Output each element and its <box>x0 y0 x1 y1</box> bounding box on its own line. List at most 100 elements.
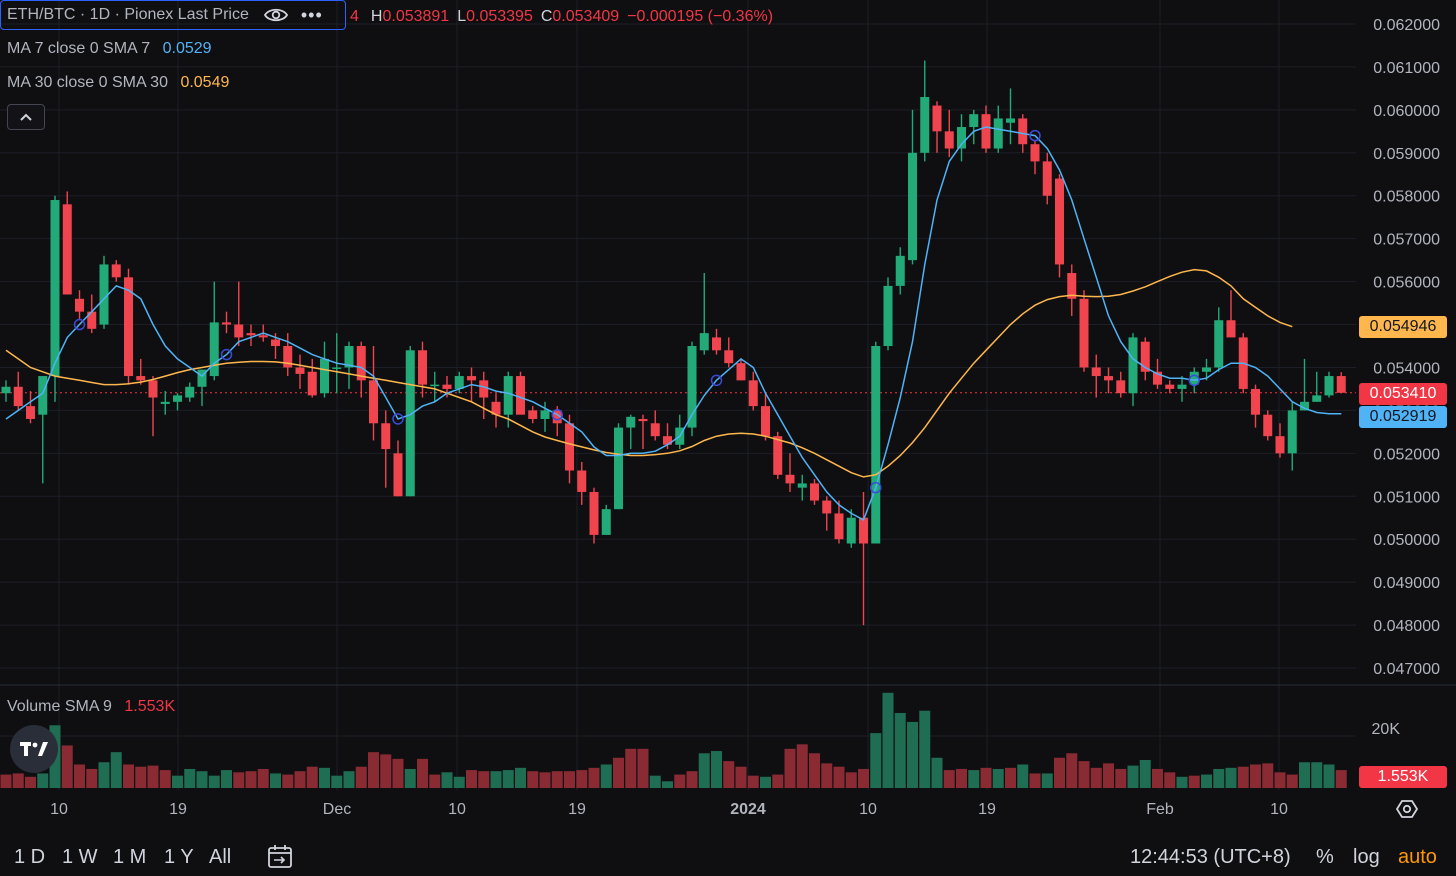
candle-body <box>99 264 109 325</box>
volume-bar <box>319 767 330 788</box>
volume-bar <box>698 753 710 788</box>
range-1y-button[interactable]: 1 Y <box>164 846 194 868</box>
ma7-marker <box>73 318 86 331</box>
high-label: H <box>370 8 383 25</box>
volume-bar <box>306 766 318 788</box>
candle-body <box>908 152 917 261</box>
volume-bar <box>343 771 355 788</box>
volume-bar <box>74 764 85 788</box>
candle-body <box>136 376 146 381</box>
candle-body <box>773 436 783 475</box>
volume-value: 1.553K <box>124 698 176 715</box>
candle-body <box>883 285 893 346</box>
candle-body <box>1263 414 1273 437</box>
ma7-marker <box>1029 129 1041 142</box>
percent-scale-button[interactable]: % <box>1316 846 1334 868</box>
candle-body <box>810 483 819 501</box>
volume-bar <box>417 758 428 788</box>
volume-bar <box>588 767 600 788</box>
volume-bar <box>637 748 649 788</box>
symbol-title: ETH/BTC · 1D · Pionex Last Price <box>7 6 249 23</box>
candle-body <box>1312 395 1322 402</box>
volume-bar <box>1274 772 1286 788</box>
candle-body <box>173 395 182 402</box>
price-tick-label: 0.051000 <box>1373 489 1440 506</box>
date-range-icon[interactable] <box>266 842 294 876</box>
volume-bar <box>245 771 257 788</box>
candle-body <box>491 401 501 415</box>
volume-bar <box>184 768 196 788</box>
volume-bar <box>894 712 906 788</box>
candle-body <box>13 386 23 407</box>
ma7-marker <box>220 348 233 361</box>
clock-time[interactable]: 12:44:53 (UTC+8) <box>1130 846 1291 868</box>
collapse-legend-button[interactable] <box>7 104 45 130</box>
candle-body <box>307 371 317 396</box>
candle-body <box>761 406 770 437</box>
volume-bar <box>1237 766 1249 788</box>
candle-body <box>834 513 844 540</box>
volume-bar <box>502 770 514 788</box>
volume-bar <box>1005 767 1016 788</box>
candle-body <box>822 500 832 514</box>
volume-bar <box>613 757 624 788</box>
volume-tick-label: 20K <box>1372 721 1401 738</box>
volume-bar <box>882 692 894 788</box>
candle-body <box>650 423 660 437</box>
range-all-button[interactable]: All <box>209 846 232 868</box>
volume-bar <box>1103 763 1114 788</box>
volume-bar <box>772 774 784 788</box>
candle-body <box>26 406 35 419</box>
time-tick-label: 10 <box>50 801 68 818</box>
ma30-price-tag: 0.054946 <box>1359 316 1447 338</box>
range-1m-button[interactable]: 1 M <box>113 846 147 868</box>
moving-average-lines <box>5 126 1342 521</box>
candle-body <box>699 333 709 351</box>
ma30-legend[interactable]: MA 30 close 0 SMA 30 0.0549 <box>0 74 229 92</box>
ma7-legend[interactable]: MA 7 close 0 SMA 7 0.0529 <box>0 40 212 58</box>
range-1d-button[interactable]: 1 D <box>14 846 46 868</box>
candle-body <box>1324 376 1334 396</box>
time-tick-label: 10 <box>448 801 466 818</box>
volume-bar <box>1041 773 1053 788</box>
candle-body <box>871 346 881 544</box>
volume-bar <box>257 768 269 788</box>
price-tick-label: 0.049000 <box>1373 575 1440 592</box>
log-scale-button[interactable]: log <box>1353 846 1380 868</box>
range-1w-button[interactable]: 1 W <box>62 846 98 868</box>
volume-bar <box>674 774 686 788</box>
settings-icon[interactable] <box>1395 798 1419 820</box>
candle-body <box>748 380 758 407</box>
volume-bar <box>25 776 36 788</box>
volume-legend[interactable]: Volume SMA 9 1.553K <box>0 698 175 716</box>
symbol-title-box[interactable]: ETH/BTC · 1D · Pionex Last Price ••• <box>0 0 346 30</box>
ma7-marker <box>392 413 404 425</box>
candle-body <box>1140 341 1150 372</box>
volume-bar <box>539 772 551 788</box>
candle-body <box>503 376 513 415</box>
candle-body <box>1116 380 1126 394</box>
candle-body <box>405 350 415 497</box>
candle-body <box>601 509 611 535</box>
candlesticks <box>1 60 1346 626</box>
tradingview-logo[interactable] <box>10 725 58 773</box>
candle-body <box>246 333 256 336</box>
candle-body <box>283 346 293 368</box>
volume-bar <box>723 761 735 788</box>
volume-bar <box>380 754 392 788</box>
candle-body <box>258 335 268 338</box>
volume-last-tag: 1.553K <box>1359 766 1447 788</box>
volume-bar <box>1090 767 1102 788</box>
candle-body <box>50 200 60 377</box>
volume-bar <box>515 767 526 788</box>
candle-body <box>552 410 562 424</box>
eye-icon[interactable] <box>263 5 289 25</box>
volume-bar <box>208 775 220 788</box>
more-options-icon[interactable]: ••• <box>300 4 323 25</box>
time-tick-label: 19 <box>978 801 996 818</box>
high-value: 0.053891 <box>382 8 450 25</box>
auto-scale-button[interactable]: auto <box>1398 846 1437 868</box>
candle-body <box>160 401 170 404</box>
